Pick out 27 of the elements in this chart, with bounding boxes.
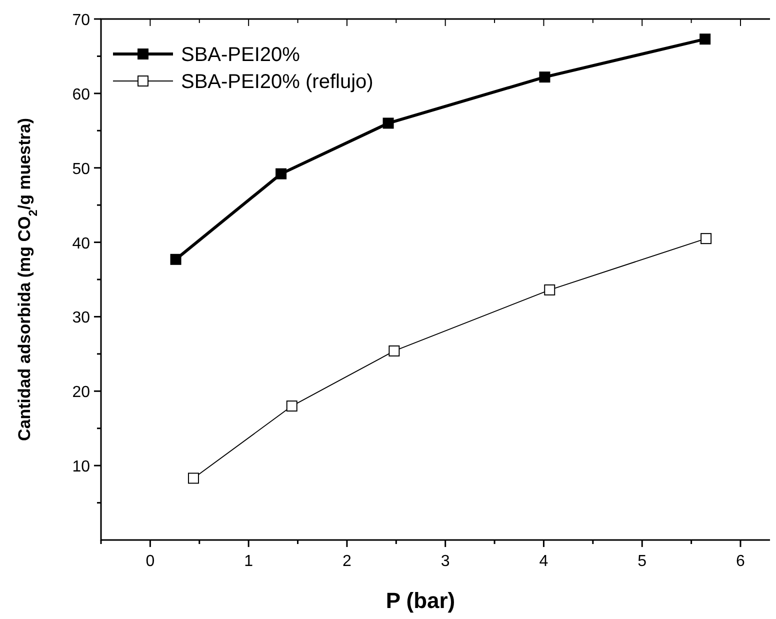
point [539,72,550,83]
x-axis-title: P (bar) [386,588,456,613]
point [382,118,394,129]
y-tick-label: 70 [72,12,90,29]
x-tick-label: 6 [736,553,746,570]
y-tick-label: 50 [72,160,90,178]
point [276,168,287,180]
point [700,34,711,45]
point [544,284,556,296]
x-tick-label: 1 [244,553,254,570]
y-tick-label: 30 [72,310,90,327]
y-tick-label: 40 [72,235,90,252]
x-tick-label: 4 [539,553,548,570]
y-tick-label: 20 [72,384,90,402]
point [388,345,400,356]
point [700,233,712,244]
point [188,472,199,484]
legend-label: SBA-PEI20% (reflujo) [181,71,374,93]
legend-label: SBA-PEI20% [181,44,300,66]
x-tick-label: 0 [146,553,155,570]
point [170,254,182,265]
point [286,400,298,412]
x-tick-label: 5 [638,553,647,570]
x-tick-label: 2 [342,553,352,570]
y-tick-label: 60 [72,86,90,104]
y-tick-label: 10 [72,458,90,476]
x-tick-label: 3 [440,553,450,570]
